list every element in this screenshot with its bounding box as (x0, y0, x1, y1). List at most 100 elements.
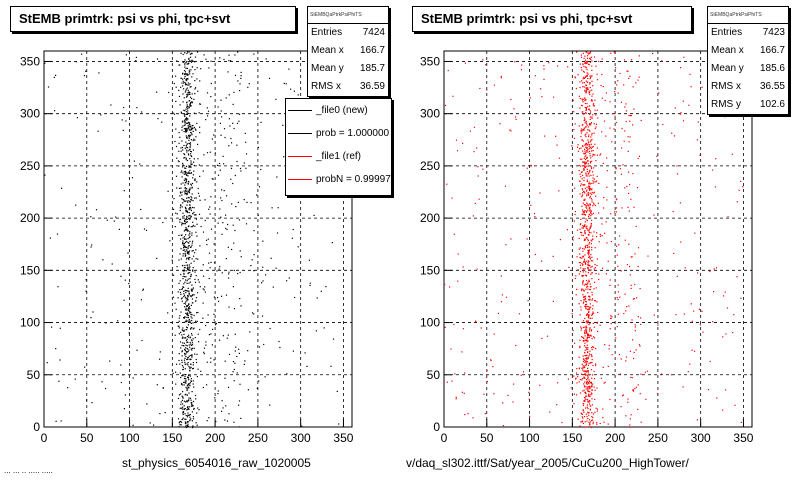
scatter-point (583, 385, 585, 387)
y-tick-label: 0 (33, 420, 40, 434)
scatter-point (183, 329, 185, 331)
scatter-point (288, 277, 290, 279)
scatter-point (188, 294, 190, 296)
scatter-point (590, 330, 592, 332)
scatter-point (182, 286, 184, 288)
scatter-point (189, 83, 191, 85)
scatter-point (586, 314, 588, 316)
scatter-point (583, 367, 585, 369)
scatter-point (580, 128, 582, 130)
scatter-point (219, 208, 221, 210)
scatter-point (186, 221, 188, 223)
y-tick-label: 150 (20, 263, 40, 277)
scatter-point (186, 312, 188, 314)
scatter-point (590, 226, 592, 228)
scatter-point (620, 358, 622, 360)
scatter-point (644, 371, 646, 373)
scatter-point (624, 293, 626, 295)
scatter-point (228, 271, 230, 273)
scatter-point (610, 241, 612, 243)
scatter-point (623, 312, 625, 315)
scatter-point (188, 374, 190, 376)
y-tick-label: 100 (20, 316, 40, 330)
scatter-point (191, 347, 194, 349)
scatter-point (238, 400, 241, 402)
scatter-point (583, 86, 585, 88)
scatter-point (588, 355, 590, 357)
scatter-point (190, 127, 192, 129)
scatter-point (589, 257, 591, 259)
scatter-point (187, 134, 190, 137)
scatter-point (585, 109, 587, 111)
scatter-point (213, 313, 215, 315)
scatter-point (582, 360, 585, 363)
scatter-point (594, 204, 597, 207)
scatter-point (247, 86, 249, 88)
scatter-point (125, 120, 127, 122)
scatter-point (182, 73, 184, 75)
scatter-point (577, 269, 579, 271)
scatter-point (233, 242, 235, 244)
scatter-point (186, 60, 188, 63)
scatter-point (624, 239, 626, 241)
scatter-point (586, 284, 588, 286)
scatter-point (586, 75, 588, 77)
scatter-point (189, 218, 191, 220)
scatter-point (627, 206, 629, 208)
scatter-point (588, 306, 590, 308)
scatter-point (220, 134, 222, 136)
scatter-point (194, 252, 196, 254)
scatter-point (244, 360, 246, 362)
scatter-point (580, 132, 582, 134)
scatter-point (453, 323, 455, 326)
scatter-point (571, 145, 573, 147)
scatter-point (583, 284, 585, 286)
scatter-point (225, 294, 228, 296)
scatter-point (190, 129, 192, 131)
scatter-point (588, 185, 590, 187)
scatter-point (194, 337, 196, 339)
scatter-point (583, 152, 585, 154)
scatter-point (618, 354, 621, 356)
scatter-point (184, 121, 186, 123)
scatter-point (740, 297, 742, 299)
scatter-point (190, 313, 192, 316)
scatter-point (181, 355, 183, 357)
scatter-point (188, 379, 190, 381)
scatter-point (215, 322, 217, 325)
scatter-point (671, 374, 673, 376)
scatter-point (269, 327, 271, 330)
scatter-point (189, 96, 192, 98)
scatter-point (582, 140, 585, 142)
scatter-point (609, 284, 611, 286)
scatter-point (199, 175, 201, 177)
scatter-point (586, 62, 588, 64)
scatter-point (589, 328, 591, 330)
scatter-point (568, 266, 570, 268)
scatter-point (680, 112, 682, 114)
scatter-point (604, 344, 606, 346)
scatter-point (188, 84, 190, 86)
scatter-point (582, 145, 584, 148)
scatter-point (118, 228, 120, 230)
scatter-point (609, 127, 611, 129)
scatter-point (483, 393, 485, 395)
scatter-point (182, 61, 184, 63)
scatter-point (185, 117, 187, 119)
scatter-point (51, 326, 53, 328)
scatter-point (186, 345, 188, 347)
scatter-point (591, 139, 593, 141)
scatter-point (733, 314, 735, 316)
scatter-point (596, 321, 598, 323)
scatter-point (577, 74, 579, 76)
scatter-point (186, 407, 189, 409)
scatter-point (580, 54, 582, 56)
scatter-point (228, 118, 230, 120)
scatter-point (492, 366, 494, 368)
scatter-point (595, 348, 597, 350)
scatter-point (185, 90, 187, 92)
scatter-point (567, 378, 569, 380)
scatter-point (455, 139, 458, 141)
scatter-point (55, 348, 57, 350)
